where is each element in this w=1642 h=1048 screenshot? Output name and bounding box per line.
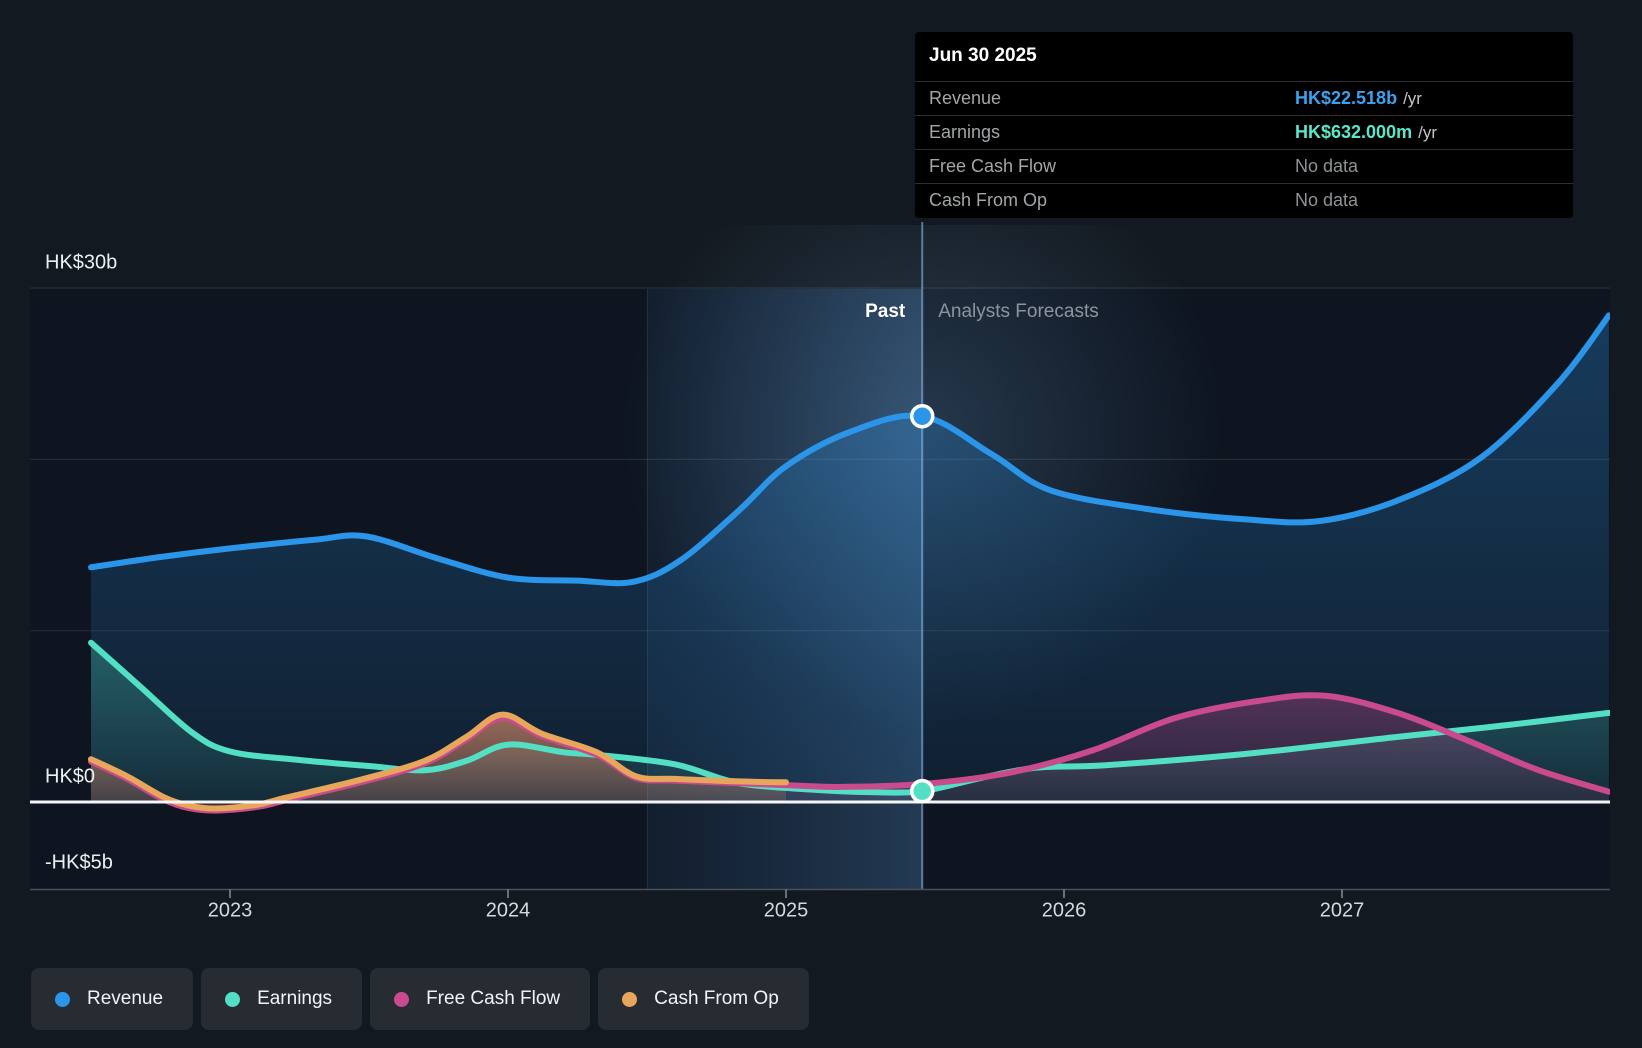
earnings-legend-dot-icon	[225, 991, 241, 1007]
tooltip-row-label: Free Cash Flow	[929, 156, 1057, 176]
tooltip: Jun 30 2025 Revenue HK$22.518b/yr Earnings…	[915, 32, 1573, 218]
legend-item-label: Cash From Op	[654, 988, 779, 1009]
y-axis-label: -HK$5b	[45, 851, 113, 874]
tooltip-row: Revenue HK$22.518b/yr	[915, 81, 1573, 115]
cash-from-op-line	[88, 711, 789, 812]
tooltip-row-label: Revenue	[929, 88, 1002, 108]
tooltip-row: Earnings HK$632.000m/yr	[915, 115, 1573, 149]
past-zone-label: Past	[865, 301, 906, 322]
tooltip-row-unit: /yr	[1403, 88, 1422, 108]
cash-from-op-area	[91, 714, 786, 809]
x-axis-label: 2027	[1319, 899, 1365, 922]
free-cash-flow-legend-dot-icon	[394, 991, 410, 1007]
tooltip-row-label: Cash From Op	[929, 190, 1048, 210]
legend-item-label: Free Cash Flow	[426, 988, 561, 1009]
revenue-legend-dot-icon	[55, 991, 70, 1007]
x-axis-label: 2026	[1041, 899, 1087, 922]
tooltip-row-value: HK$632.000m	[1295, 122, 1413, 142]
tooltip-row: Cash From Op No data	[915, 183, 1573, 217]
revenue-line	[88, 312, 1610, 587]
legend-item-label: Earnings	[257, 988, 333, 1009]
revenue-hover-marker[interactable]	[909, 403, 935, 429]
y-axis-label: HK$30b	[45, 251, 118, 274]
tooltip-row-value: No data	[1295, 190, 1359, 210]
legend-item-cash-from-op[interactable]: Cash From Op	[598, 968, 809, 1030]
tooltip-row: Free Cash Flow No data	[915, 149, 1573, 183]
legend-item-earnings[interactable]: Earnings	[201, 968, 363, 1030]
earnings-hover-marker[interactable]	[909, 778, 935, 804]
x-axis-label: 2024	[485, 899, 531, 922]
tooltip-row-unit: /yr	[1418, 122, 1437, 142]
legend: Revenue Earnings Free Cash Flow Cash From O…	[31, 968, 809, 1030]
cash-from-op-legend-dot-icon	[622, 991, 638, 1007]
analysts-forecasts-zone-label: Analysts Forecasts	[938, 301, 1099, 322]
y-axis-label: HK$0	[45, 765, 96, 788]
revenue-area	[91, 315, 1609, 802]
legend-item-free-cash-flow[interactable]: Free Cash Flow	[370, 968, 591, 1030]
x-axis-label: 2023	[207, 899, 253, 922]
tooltip-row-value: HK$22.518b	[1295, 88, 1398, 108]
tooltip-row-value: No data	[1295, 156, 1359, 176]
tooltip-date: Jun 30 2025	[929, 45, 1037, 66]
legend-item-label: Revenue	[87, 988, 164, 1009]
earnings-line	[88, 639, 1610, 796]
tooltip-row-label: Earnings	[929, 122, 1001, 142]
legend-item-revenue[interactable]: Revenue	[31, 968, 194, 1030]
x-axis-label: 2025	[763, 899, 809, 922]
